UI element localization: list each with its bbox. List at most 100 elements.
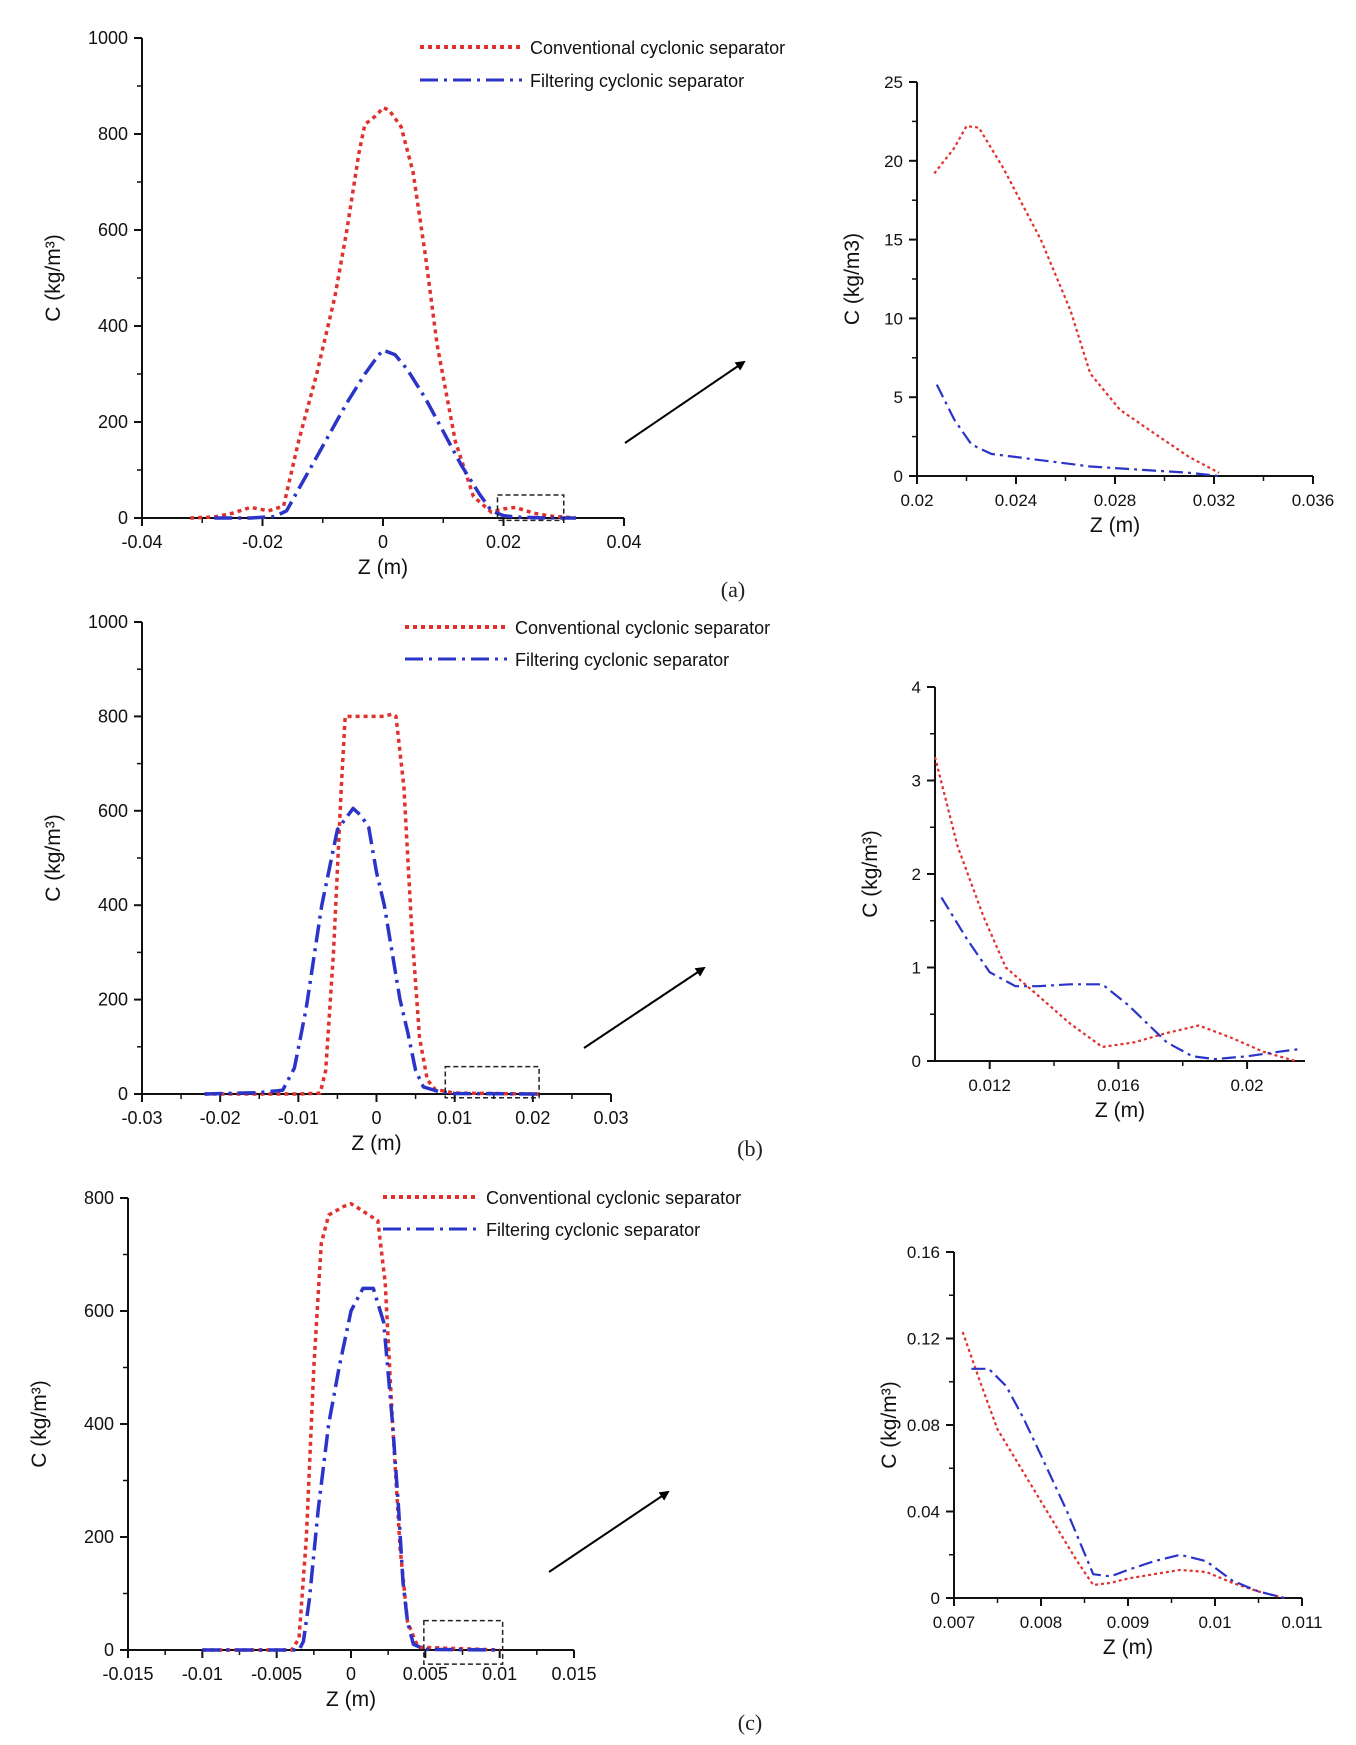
zoom-arrow-c: [548, 1490, 670, 1573]
a-zoom-y-tick-label: 25: [884, 73, 903, 92]
a-zoom-chart: 0.02 0.024 0.028 0.032 0.036 0 5 10 15 20 25 Z (m) C…: [841, 73, 1334, 537]
c-main-x-tick-label: -0.005: [251, 1664, 302, 1684]
panel-label-b: (b): [737, 1136, 763, 1161]
c-zoom-y-tick-label: 0.08: [907, 1416, 940, 1435]
c-main-y-tick-label: 800: [84, 1188, 114, 1208]
b-zoom-x-tick-label: 0.02: [1231, 1076, 1264, 1095]
a-main-y-tick-label: 800: [98, 124, 128, 144]
c-zoom-y-tick-label: 0.04: [907, 1503, 940, 1522]
b-main-chart: -0.03 -0.02 -0.01 0 0.01 0.02 0.03 0 200 400 600 80…: [42, 612, 629, 1155]
b-main-y-tick-label: 1000: [88, 612, 128, 632]
c-zoom-series-filtering-line: [971, 1367, 1285, 1600]
b-zoom-y-tick-label: 4: [912, 678, 921, 697]
a-main-x-tick-label: 0: [378, 532, 388, 552]
panel-label-a: (a): [721, 577, 745, 602]
c-main-y-tick-label: 600: [84, 1301, 114, 1321]
a-zoom-series-filtering-line: [935, 384, 1220, 478]
c-main-series-conventional-line: [202, 1201, 500, 1652]
a-main-series-filtering-line: [214, 348, 576, 520]
c-zoom-x-tick-label: 0.008: [1020, 1613, 1063, 1632]
c-main-x-tick-label: 0.005: [403, 1664, 448, 1684]
legend-b: Conventional cyclonic separator Filterin…: [405, 618, 770, 670]
c-main-y-tick-label: 200: [84, 1527, 114, 1547]
legend-a-filtering-label: Filtering cyclonic separator: [530, 71, 744, 91]
c-zoom-y-axis-label: C (kg/m³): [878, 1381, 901, 1469]
c-zoom-y-tick-label: 0: [931, 1589, 940, 1608]
a-main-y-axis-label: C (kg/m³): [42, 234, 65, 322]
a-main-y-tick-label: 400: [98, 316, 128, 336]
b-main-zoom-region-box: [444, 1065, 540, 1099]
a-main-y-tick-label: 600: [98, 220, 128, 240]
a-zoom-y-tick-label: 5: [894, 388, 903, 407]
a-main-x-tick-label: -0.04: [121, 532, 162, 552]
a-zoom-x-tick-label: 0.036: [1292, 491, 1335, 510]
c-zoom-y-tick-label: 0.16: [907, 1243, 940, 1262]
legend-a: Conventional cyclonic separator Filterin…: [420, 38, 785, 91]
a-main-x-tick-label: -0.02: [242, 532, 283, 552]
b-main-series-conventional-line: [204, 712, 541, 1096]
a-zoom-y-tick-label: 15: [884, 231, 903, 250]
b-main-y-tick-label: 200: [98, 990, 128, 1010]
c-zoom-series-conventional-line: [961, 1331, 1285, 1600]
c-main-y-tick-label: 0: [104, 1640, 114, 1660]
c-zoom-x-axis-label: Z (m): [1103, 1636, 1153, 1659]
c-zoom-x-tick-label: 0.007: [933, 1613, 976, 1632]
b-main-y-tick-label: 600: [98, 801, 128, 821]
c-zoom-x-tick-label: 0.01: [1198, 1613, 1231, 1632]
b-zoom-chart: 0.012 0.016 0.02 0 1 2 3 4 Z (m) C (kg/m³): [859, 678, 1305, 1122]
b-zoom-y-tick-label: 2: [912, 865, 921, 884]
b-main-y-tick-label: 400: [98, 895, 128, 915]
b-zoom-x-tick-label: 0.016: [1097, 1076, 1140, 1095]
b-main-series-filtering-line: [204, 806, 541, 1096]
a-zoom-x-tick-label: 0.02: [900, 491, 933, 510]
b-zoom-y-tick-label: 0: [912, 1052, 921, 1071]
c-main-x-tick-label: 0.01: [482, 1664, 517, 1684]
a-zoom-x-tick-label: 0.032: [1193, 491, 1236, 510]
zoom-arrow-a: [624, 360, 746, 444]
b-main-x-tick-label: 0.02: [515, 1108, 550, 1128]
a-main-zoom-region-box: [496, 494, 565, 522]
c-main-x-axis-label: Z (m): [326, 1688, 376, 1711]
c-main-x-tick-label: -0.01: [182, 1664, 223, 1684]
c-main-chart: -0.015 -0.01 -0.005 0 0.005 0.01 0.015 0 200 400 6…: [28, 1188, 597, 1711]
legend-a-conventional-label: Conventional cyclonic separator: [530, 38, 785, 58]
b-zoom-y-axis-label: C (kg/m³): [859, 830, 882, 918]
c-main-y-axis-label: C (kg/m³): [28, 1380, 51, 1468]
b-main-x-tick-label: 0: [371, 1108, 381, 1128]
c-zoom-x-tick-label: 0.011: [1281, 1613, 1322, 1632]
a-main-x-axis-label: Z (m): [358, 556, 408, 579]
panel-label-c: (c): [738, 1710, 762, 1735]
b-zoom-x-tick-label: 0.012: [968, 1076, 1011, 1095]
zoom-arrow-b: [583, 966, 706, 1049]
a-main-series-conventional-line: [190, 105, 576, 520]
a-main-y-tick-label: 200: [98, 412, 128, 432]
a-main-x-tick-label: 0.04: [606, 532, 641, 552]
a-zoom-series-conventional-line: [933, 124, 1220, 474]
b-zoom-y-tick-label: 1: [912, 959, 921, 978]
legend-c-filtering-label: Filtering cyclonic separator: [486, 1220, 700, 1240]
a-zoom-y-tick-label: 10: [884, 309, 903, 328]
c-zoom-y-tick-label: 0.12: [907, 1330, 940, 1349]
c-main-zoom-region-box: [423, 1619, 504, 1665]
b-zoom-y-tick-label: 3: [912, 772, 921, 791]
c-zoom-chart: 0.007 0.008 0.009 0.01 0.011 0 0.04 0.08 0.12 0.1…: [878, 1243, 1323, 1659]
legend-c-conventional-label: Conventional cyclonic separator: [486, 1188, 741, 1208]
c-main-y-tick-label: 400: [84, 1414, 114, 1434]
a-zoom-y-axis-label: C (kg/m3): [841, 233, 864, 325]
a-zoom-y-tick-label: 20: [884, 152, 903, 171]
c-main-x-tick-label: -0.015: [102, 1664, 153, 1684]
b-main-x-tick-label: -0.01: [278, 1108, 319, 1128]
b-zoom-series-conventional-line: [933, 756, 1296, 1063]
a-zoom-x-axis-label: Z (m): [1090, 514, 1140, 537]
c-zoom-x-tick-label: 0.009: [1107, 1613, 1150, 1632]
b-main-x-tick-label: 0.03: [593, 1108, 628, 1128]
b-main-y-tick-label: 0: [118, 1084, 128, 1104]
b-zoom-series-filtering-line: [940, 896, 1302, 1061]
b-main-y-axis-label: C (kg/m³): [42, 814, 65, 902]
a-zoom-x-tick-label: 0.024: [995, 491, 1038, 510]
b-zoom-x-axis-label: Z (m): [1095, 1099, 1145, 1122]
b-main-x-tick-label: -0.03: [121, 1108, 162, 1128]
b-main-y-tick-label: 800: [98, 706, 128, 726]
